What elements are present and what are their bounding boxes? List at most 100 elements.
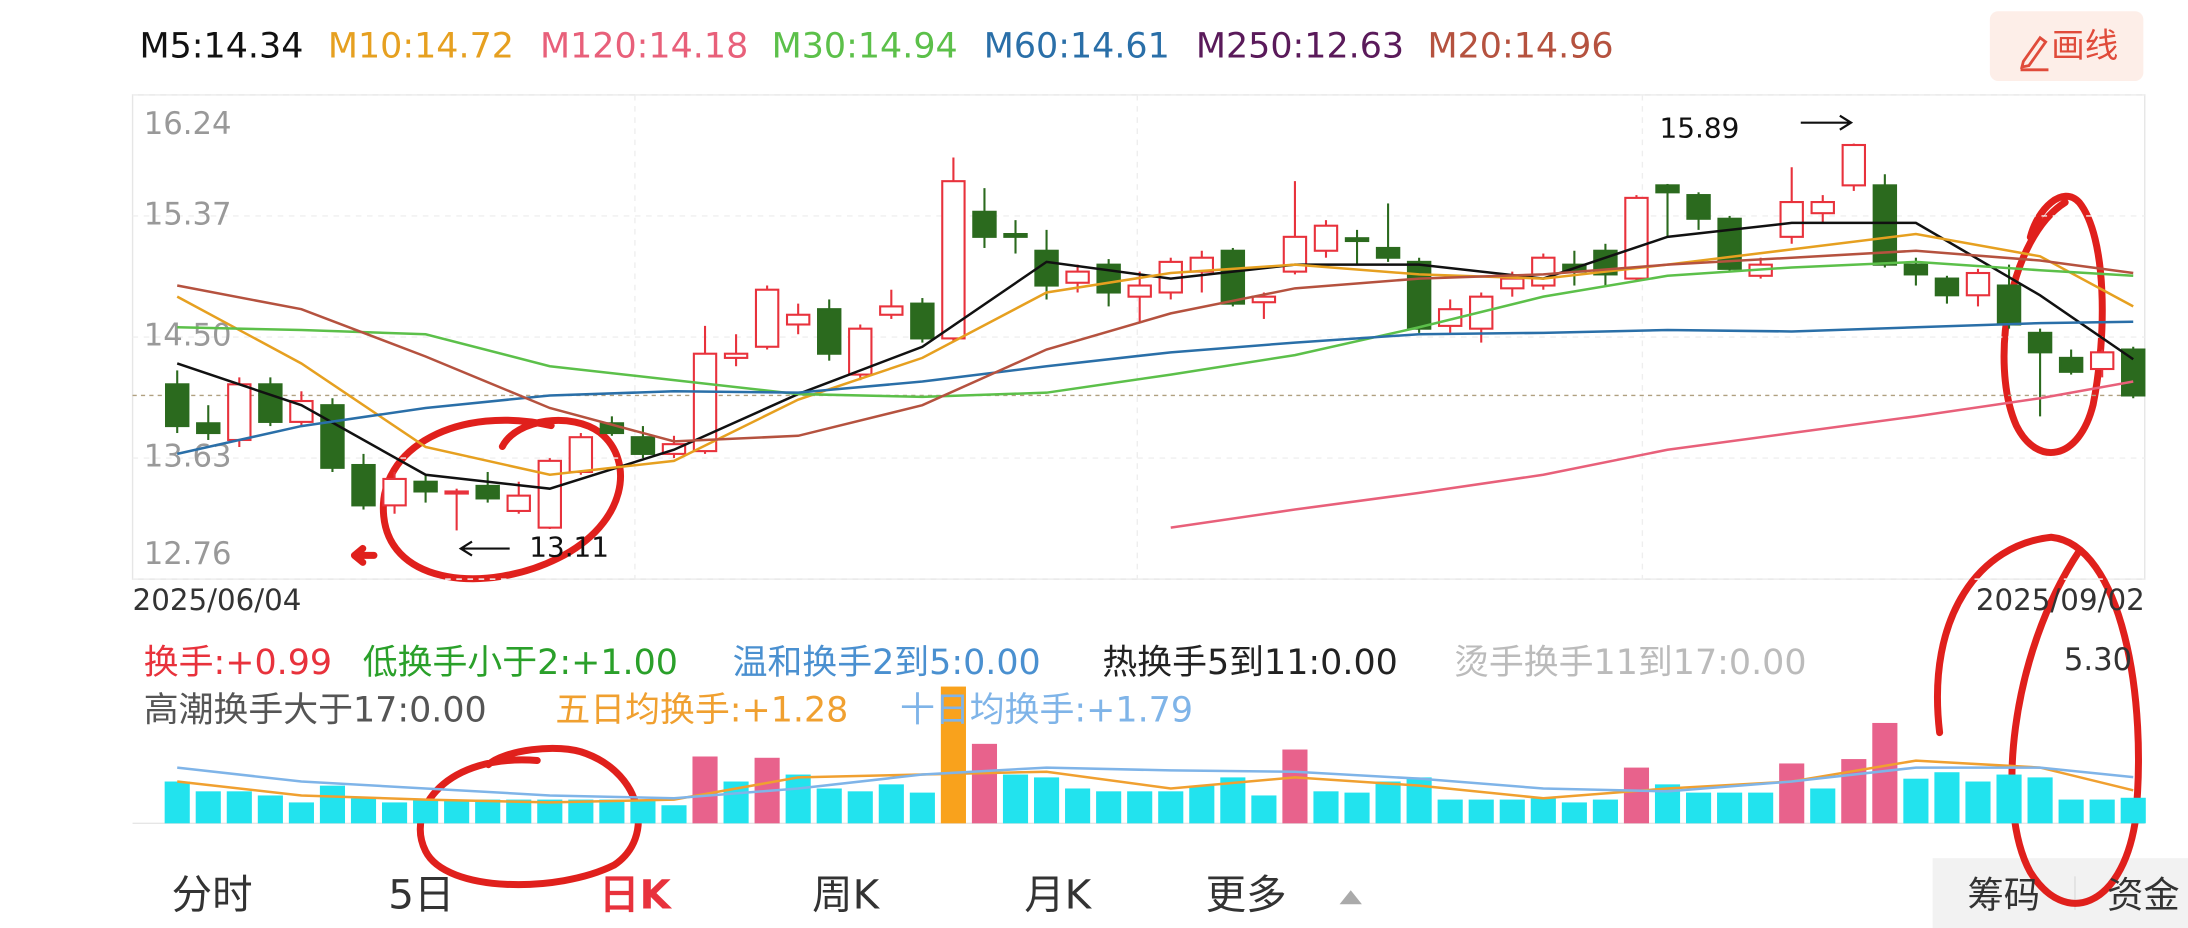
candle-body (1655, 184, 1680, 194)
tab-right-bg (1932, 858, 2188, 928)
tab[interactable]: 5日 (388, 870, 454, 918)
candle-body (1965, 271, 1991, 297)
candle-body (1375, 246, 1401, 259)
more-arrow[interactable] (1339, 890, 1362, 905)
turnover-bar (1530, 798, 1556, 824)
turnover-bar (971, 743, 998, 824)
turnover-bar (1313, 791, 1339, 824)
pencil-icon (2020, 35, 2049, 72)
ma-line (176, 249, 2134, 443)
turnover-bar (1810, 788, 1836, 824)
candle-body (196, 422, 221, 435)
tab[interactable]: 月K (1024, 870, 1092, 918)
candle-body (941, 180, 966, 340)
candle-body (1934, 277, 1960, 297)
turnover-bar (2120, 797, 2146, 824)
turnover-bar (506, 799, 532, 824)
ma-line (1170, 380, 2134, 529)
candle-body (351, 463, 376, 507)
turnover-legend: 热换手5到11:0.00 (1102, 643, 1397, 683)
x-tick-label: 2025/06/04 (133, 583, 302, 617)
ma-line (177, 766, 2134, 800)
legend-item: M60:14.61 (984, 26, 1170, 66)
turnover-bar (288, 802, 314, 824)
turnover-bar (1344, 792, 1370, 824)
candle-body (1996, 284, 2022, 326)
candle-body (1810, 201, 1835, 215)
turnover-bar (1033, 777, 1060, 824)
turnover-bar (940, 686, 966, 824)
candle-body (320, 404, 345, 469)
candle-body (972, 210, 997, 238)
tab[interactable]: 更多 (1206, 870, 1287, 918)
turnover-bar (2089, 799, 2115, 824)
legend-item: M20:14.96 (1428, 26, 1614, 66)
legend-item: M5:14.34 (140, 26, 304, 66)
candle-body (2058, 356, 2084, 373)
candle-body (1686, 194, 1711, 220)
tab[interactable]: 分时 (172, 870, 253, 918)
candle-body (910, 302, 935, 340)
turnover-bar (1282, 749, 1308, 824)
candle-body (1251, 295, 1277, 304)
turnover-legend: 烫手换手11到17:0.00 (1454, 643, 1807, 683)
candle-body (506, 494, 531, 512)
tab[interactable]: 筹码 (1968, 873, 2041, 916)
candle-body (879, 305, 904, 316)
candle-body (382, 477, 407, 507)
candle-body (537, 459, 563, 529)
candle-body (1313, 224, 1339, 252)
turnover-bar (1623, 767, 1650, 824)
legend-item: M10:14.72 (328, 26, 514, 66)
candle-body (1065, 270, 1090, 284)
turnover-bar (1686, 792, 1712, 824)
turnover-bar (661, 805, 687, 824)
turnover-legend: 十日均换手:+1.79 (900, 691, 1193, 731)
turnover-bar (785, 774, 811, 824)
candle-body (1872, 184, 1898, 266)
draw-button-label: 画线 (2051, 26, 2118, 65)
turnover-bar (226, 791, 252, 824)
ma-line (177, 260, 2134, 399)
turnover-bar (475, 799, 501, 824)
turnover-bar (599, 799, 625, 824)
candle-body (848, 327, 873, 376)
candle-body (1344, 237, 1370, 243)
turnover-legend: 低换手小于2:+1.00 (363, 643, 678, 683)
candle-body (1779, 201, 1804, 238)
turnover-bar (413, 799, 439, 824)
x-tick-label: 2025/09/02 (1976, 583, 2145, 617)
candle-body (1127, 284, 1152, 298)
turnover-legend: 温和换手2到5:0.00 (733, 643, 1041, 683)
turnover-bar (692, 756, 718, 824)
turnover-bar (195, 791, 221, 824)
turnover-legend: 五日均换手:+1.28 (555, 691, 848, 731)
tab[interactable]: 周K (812, 870, 880, 918)
turnover-legend: 换手:+0.99 (144, 643, 332, 683)
turnover-bar (257, 795, 283, 824)
draw-button[interactable] (1989, 11, 2144, 81)
annotation-label: 15.89 (1660, 112, 1740, 145)
turnover-legend: 高潮换手大于17:0.00 (144, 691, 487, 731)
y-tick-label: 16.24 (144, 107, 232, 142)
turnover-bar (1468, 799, 1494, 824)
turnover-bar (1499, 799, 1525, 824)
turnover-bar (444, 799, 470, 824)
tab[interactable]: 日K (599, 870, 672, 918)
candle-body (227, 383, 252, 442)
candle-body (723, 352, 749, 359)
scribble (350, 544, 378, 566)
candle-body (1003, 233, 1028, 238)
ma-line (177, 759, 2134, 804)
turnover-bar (1127, 791, 1153, 824)
y-tick-label: 5.30 (2064, 643, 2132, 678)
tab[interactable]: 资金 (2107, 873, 2180, 916)
circle-mark (379, 416, 624, 583)
turnover-bar (1437, 799, 1463, 824)
ma-line (176, 320, 2134, 456)
candle-body (1841, 143, 1867, 187)
annotation-arrow (458, 540, 510, 557)
turnover-bar (164, 781, 190, 824)
candle-body (754, 288, 780, 348)
